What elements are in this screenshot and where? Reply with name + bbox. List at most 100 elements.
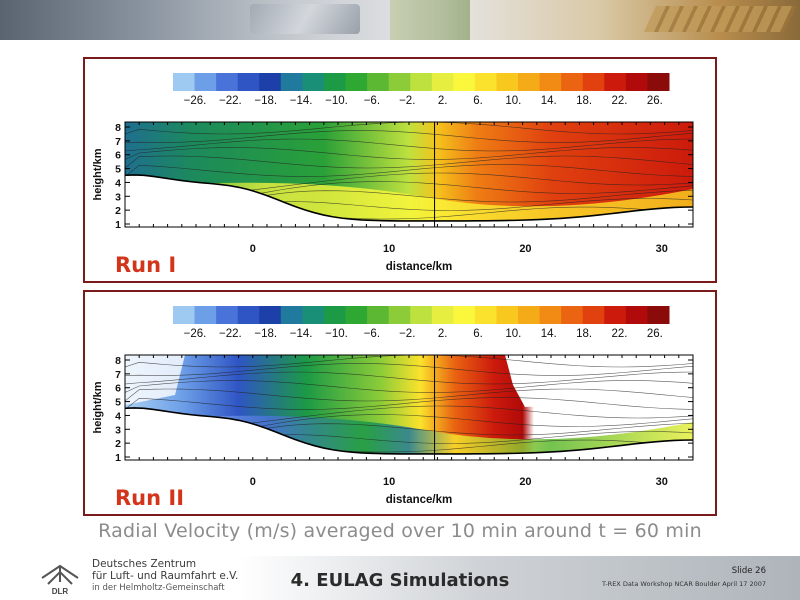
colorbar-tick-label: 10. xyxy=(505,95,521,107)
y-tick-label: 8 xyxy=(115,355,121,367)
x-axis-label: distance/km xyxy=(386,261,452,273)
run-1-label: Run I xyxy=(115,253,177,277)
colorbar-swatch xyxy=(237,306,260,324)
colorbar-tick-label: 10. xyxy=(505,328,521,340)
y-axis-label: height/km xyxy=(92,148,104,200)
antenna-image xyxy=(390,0,470,40)
colorbar-tick-label: 6. xyxy=(473,328,483,340)
y-tick-label: 4 xyxy=(115,410,121,422)
colorbar-swatch xyxy=(302,306,325,324)
colorbar-swatch xyxy=(259,73,282,91)
contour-line xyxy=(125,164,693,177)
plot-panel-run-2: −26. −22. −18. −14. −10. −6. −2. 2. 6. 10. 14. 18. 2… xyxy=(83,290,717,516)
colorbar-tick-label: 2. xyxy=(438,95,448,107)
y-tick-label: 4 xyxy=(115,177,121,189)
colorbar-swatch xyxy=(216,306,239,324)
colorbar-swatch xyxy=(345,73,368,91)
colorbar-swatch xyxy=(539,73,562,91)
colorbar-swatch xyxy=(539,306,562,324)
colorbar-swatch xyxy=(431,306,454,324)
contour-line xyxy=(125,138,693,152)
satellite-image xyxy=(250,4,360,34)
colorbar-swatch xyxy=(410,73,433,91)
colorbar-tick-label: −2. xyxy=(399,95,415,107)
colorbar-tick-label: −22. xyxy=(219,95,242,107)
y-tick-label: 1 xyxy=(115,219,121,231)
y-tick-label: 5 xyxy=(115,164,121,176)
y-tick-label: 7 xyxy=(115,136,121,148)
colorbar-swatch xyxy=(604,306,627,324)
colorbar-swatch xyxy=(647,73,670,91)
colorbar-swatch xyxy=(323,306,347,324)
colorbar-tick-label: 26. xyxy=(647,95,663,107)
colorbar-swatch xyxy=(280,306,303,324)
colorbar-tick-label: 22. xyxy=(611,328,627,340)
x-tick-label: 20 xyxy=(519,476,531,488)
x-tick-label: 30 xyxy=(656,476,668,488)
logo-text: DLR xyxy=(52,587,69,596)
colorbar-swatch xyxy=(173,73,196,91)
colorbar-tick-label: −18. xyxy=(254,95,277,107)
slide-number: Slide 26 xyxy=(731,566,766,576)
x-tick-label: 20 xyxy=(519,243,531,255)
x-tick-label: 10 xyxy=(383,243,395,255)
velocity-field xyxy=(125,355,693,460)
colorbar-swatch xyxy=(474,306,497,324)
colorbar-swatch xyxy=(431,73,454,91)
colorbar-swatch xyxy=(302,73,325,91)
colorbar-tick-label: 18. xyxy=(576,95,592,107)
y-tick-label: 5 xyxy=(115,397,121,409)
y-tick-label: 1 xyxy=(115,452,121,464)
y-tick-label: 6 xyxy=(115,150,121,162)
colorbar-swatch xyxy=(625,73,648,91)
org-line-1: Deutsches Zentrum xyxy=(92,558,197,570)
colorbar-swatch xyxy=(561,306,584,324)
y-tick-label: 6 xyxy=(115,383,121,395)
colorbar-tick-label: −18. xyxy=(254,328,277,340)
solar-panel-image xyxy=(643,6,797,32)
colorbar-swatch xyxy=(582,306,605,324)
colorbar-tick-label: 6. xyxy=(473,95,483,107)
colorbar-tick-label: −10. xyxy=(325,95,348,107)
colorbar-tick-label: 2. xyxy=(438,328,448,340)
x-tick-label: 0 xyxy=(250,476,256,488)
colorbar-tick-label: −10. xyxy=(325,328,348,340)
slide-caption: Radial Velocity (m/s) averaged over 10 m… xyxy=(98,520,702,542)
y-tick-label: 7 xyxy=(115,369,121,381)
colorbar-tick-label: 18. xyxy=(576,328,592,340)
terrain-mask xyxy=(125,407,693,460)
org-line-3: in der Helmholtz-Gemeinschaft xyxy=(92,583,225,593)
section-title: 4. EULAG Simulations xyxy=(290,570,510,591)
plot-panel-run-1: −26. −22. −18. −14. −10. −6. −2. 2. 6. 10. 14. 18. 2… xyxy=(83,57,717,283)
colorbar-tick-label: −26. xyxy=(184,328,207,340)
no-data-region-left xyxy=(125,355,185,405)
terrain-line xyxy=(124,174,694,222)
colorbar-swatch xyxy=(518,73,541,91)
colorbar-tick-label: 14. xyxy=(541,95,557,107)
contour-line xyxy=(125,380,693,393)
workshop-info: T-REX Data Workshop NCAR Boulder April 1… xyxy=(601,580,766,588)
colorbar-swatch xyxy=(367,73,390,91)
org-line-2: für Luft- und Raumfahrt e.V. xyxy=(92,570,239,582)
x-tick-label: 10 xyxy=(383,476,395,488)
x-axis-label: distance/km xyxy=(386,494,452,506)
dlr-logo-icon: DLR xyxy=(41,564,79,596)
colorbar-swatch xyxy=(388,73,411,91)
colorbar-tick-label: −22. xyxy=(219,328,242,340)
run-2-plot: −26. −22. −18. −14. −10. −6. −2. 2. 6. 10. 14. 18. 2… xyxy=(92,306,694,506)
colorbar-swatch xyxy=(259,306,282,324)
slide-footer: DLR Deutsches Zentrum für Luft- und Raum… xyxy=(0,556,800,600)
velocity-field xyxy=(125,122,693,227)
y-tick-label: 8 xyxy=(115,122,121,134)
contour-line xyxy=(125,371,693,385)
colorbar-swatch xyxy=(323,73,347,91)
header-banner xyxy=(0,0,800,40)
colorbar: −26. −22. −18. −14. −10. −6. −2. 2. 6. 10. 14. 18. 2… xyxy=(173,73,670,107)
colorbar-swatch xyxy=(453,306,476,324)
y-tick-label: 2 xyxy=(115,438,121,450)
colorbar-tick-label: −14. xyxy=(290,328,313,340)
y-tick-label: 2 xyxy=(115,205,121,217)
colorbar-swatch xyxy=(345,306,368,324)
colorbar-swatch xyxy=(194,306,217,324)
colorbar-swatch xyxy=(647,306,670,324)
